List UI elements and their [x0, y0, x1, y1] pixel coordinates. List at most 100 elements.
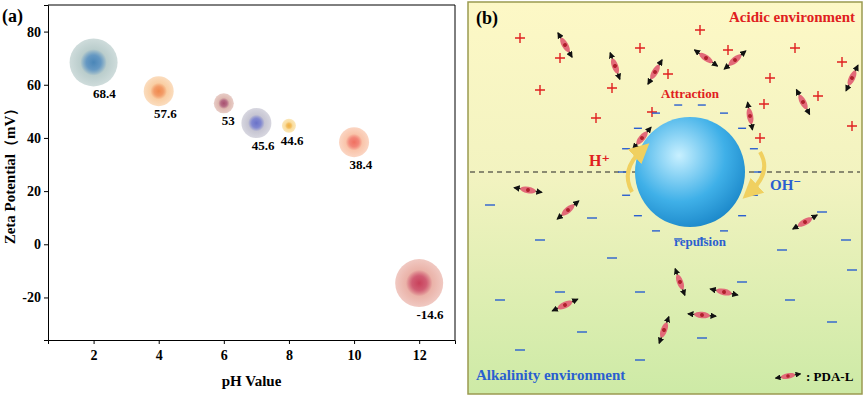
data-labels: 68.457.65345.644.638.4-14.6: [93, 86, 444, 322]
bubble: [214, 93, 234, 113]
minus-charge: [817, 211, 827, 212]
x-tick: 2: [91, 340, 98, 363]
molecule-core: [661, 327, 666, 332]
bubble: [144, 76, 174, 106]
molecule-core: [652, 69, 657, 74]
data-label: 68.4: [93, 86, 116, 101]
panel-label: (a): [2, 6, 23, 27]
molecule-core: [802, 219, 807, 224]
pda-l-molecule: [722, 49, 748, 72]
interaction-label: repulsion: [674, 234, 727, 249]
plus-charge: [535, 85, 545, 95]
molecule-core: [732, 57, 738, 63]
y-axis: -20020406080: [22, 6, 48, 341]
pda-l-molecule: [514, 184, 543, 195]
bubble: [70, 38, 118, 86]
bubble: [241, 108, 271, 138]
molecule-axis: [552, 299, 577, 311]
molecule-core: [565, 207, 571, 213]
plus-charge: [790, 43, 800, 53]
molecule-axis: [695, 50, 718, 66]
minus-charge: [635, 359, 645, 360]
molecule-core: [700, 313, 704, 317]
y-tick-mark: [44, 32, 48, 33]
bubble: [395, 259, 443, 307]
ion-arrow: [628, 150, 642, 192]
y-tick-mark: [44, 191, 48, 192]
minus-charge: [738, 215, 746, 216]
molecule-body: [694, 311, 710, 319]
plus-charge: [607, 83, 617, 93]
y-tick: 20: [27, 184, 48, 199]
environment-label: Acidic environment: [729, 9, 855, 25]
minus-charge: [674, 104, 682, 105]
diagram: (b)Acidic environmentAlkalinity environm…: [468, 2, 862, 394]
plus-charge: [847, 121, 857, 131]
x-tick-mark: [354, 340, 355, 344]
x-tick-mark: [419, 340, 420, 344]
molecule-core: [526, 188, 531, 193]
y-tick-label: 80: [27, 25, 41, 40]
data-label: 53: [222, 113, 236, 128]
interaction-label: Attraction: [661, 86, 720, 101]
molecule-body: [609, 57, 620, 74]
figure: 24681012-20020406080pH ValueZeta Potenti…: [0, 0, 865, 396]
plus-charge: [759, 99, 769, 109]
y-tick-mark: [44, 297, 48, 298]
molecule-axis: [776, 374, 801, 378]
x-tick-label: 4: [156, 348, 163, 363]
data-label: 45.6: [252, 138, 275, 153]
pda-l-molecule: [794, 88, 813, 116]
molecule-axis: [558, 33, 572, 57]
minus-charge: [555, 291, 565, 292]
molecule-axis: [748, 102, 753, 130]
minus-charge: [777, 249, 787, 250]
minus-charge: [652, 112, 660, 113]
molecule-core: [748, 114, 753, 119]
molecule-body: [727, 52, 743, 67]
x-tick-mark: [224, 340, 225, 344]
minus-charge: [697, 337, 707, 338]
molecule-core: [612, 63, 617, 68]
minus-charge: [622, 195, 630, 196]
legend-label: : PDA-L: [806, 369, 854, 384]
data-label: 38.4: [349, 157, 372, 172]
molecule-axis: [793, 215, 817, 229]
molecule-axis: [633, 127, 651, 148]
x-tick: 10: [348, 340, 362, 363]
minus-charge: [698, 104, 706, 105]
x-tick-label: 2: [91, 348, 98, 363]
minus-charge: [652, 230, 660, 231]
molecule-body: [558, 36, 572, 53]
y-tick-label: 20: [27, 184, 41, 199]
molecule-body: [648, 63, 662, 80]
minus-charge: [785, 299, 795, 300]
molecule-axis: [557, 201, 578, 219]
molecule-body: [796, 215, 813, 229]
ion-label: H⁺: [589, 152, 610, 169]
molecule-axis: [724, 51, 745, 69]
x-tick-label: 8: [286, 348, 293, 363]
pda-l-molecule: [693, 47, 720, 68]
data-label: 57.6: [154, 106, 177, 121]
plus-charge: [515, 33, 525, 43]
frame-right: [455, 5, 456, 340]
molecule-core: [722, 290, 727, 295]
minus-charge: [827, 321, 837, 322]
plus-charge: [591, 113, 601, 123]
x-axis-title: pH Value: [222, 373, 282, 389]
minus-charge: [634, 128, 642, 129]
molecule-axis: [648, 60, 662, 84]
minus-charge: [587, 217, 597, 218]
molecule-core: [639, 135, 645, 141]
minus-charge: [634, 215, 642, 216]
minus-charge: [750, 148, 758, 149]
minus-charge: [754, 171, 762, 172]
pda-l-molecule: [656, 316, 672, 345]
minus-charge: [847, 269, 857, 270]
plus-charge: [813, 91, 823, 101]
y-tick-label: 60: [27, 78, 41, 93]
plus-charge: [837, 57, 847, 67]
minus-charge: [737, 281, 747, 282]
x-axis-line: [49, 341, 456, 345]
